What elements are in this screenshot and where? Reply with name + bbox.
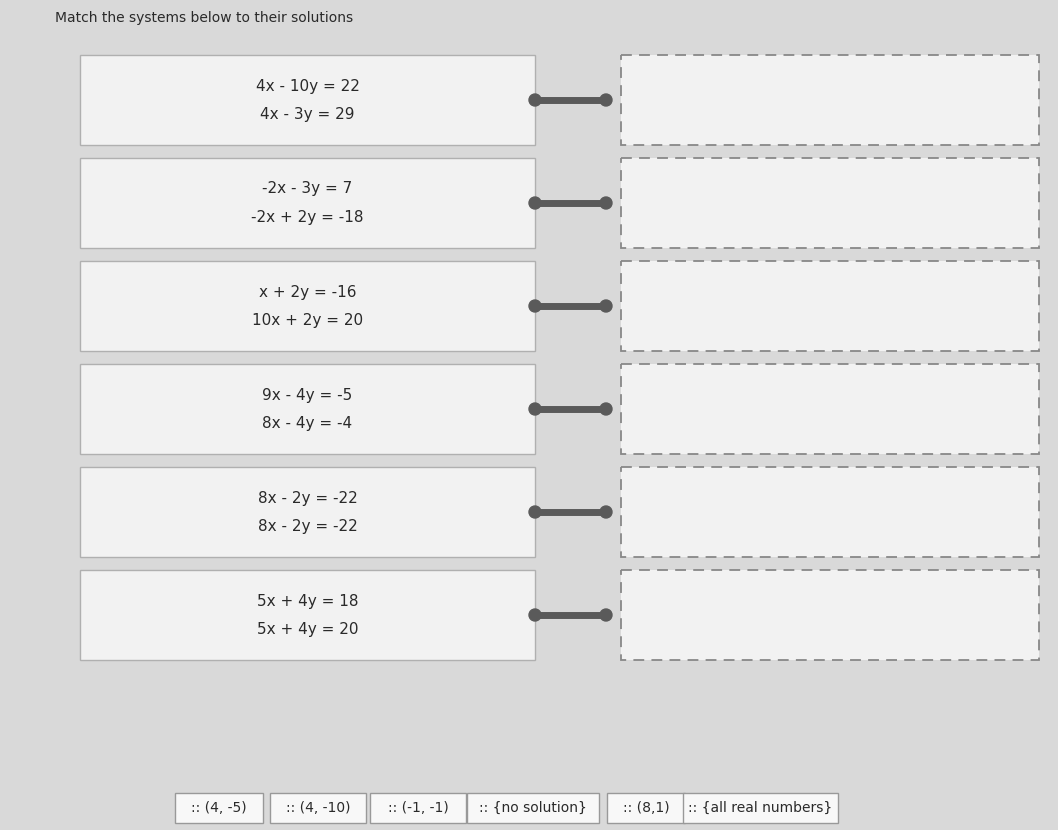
- Circle shape: [529, 609, 541, 621]
- Text: :: {all real numbers}: :: {all real numbers}: [689, 801, 833, 815]
- FancyBboxPatch shape: [467, 793, 599, 823]
- Text: 5x + 4y = 20: 5x + 4y = 20: [257, 622, 359, 637]
- Circle shape: [529, 403, 541, 415]
- FancyBboxPatch shape: [621, 158, 1039, 248]
- Circle shape: [600, 506, 612, 518]
- FancyBboxPatch shape: [621, 261, 1039, 351]
- FancyBboxPatch shape: [80, 158, 535, 248]
- Text: 10x + 2y = 20: 10x + 2y = 20: [252, 313, 363, 328]
- FancyBboxPatch shape: [80, 570, 535, 660]
- Circle shape: [600, 403, 612, 415]
- Text: 4x - 10y = 22: 4x - 10y = 22: [256, 79, 360, 94]
- Circle shape: [600, 94, 612, 106]
- FancyBboxPatch shape: [80, 364, 535, 454]
- FancyBboxPatch shape: [621, 570, 1039, 660]
- Circle shape: [600, 609, 612, 621]
- Text: Match the systems below to their solutions: Match the systems below to their solutio…: [55, 11, 353, 25]
- Text: 8x - 2y = -22: 8x - 2y = -22: [258, 519, 358, 534]
- Circle shape: [529, 94, 541, 106]
- Text: :: {no solution}: :: {no solution}: [479, 801, 587, 815]
- FancyBboxPatch shape: [621, 467, 1039, 557]
- FancyBboxPatch shape: [80, 55, 535, 145]
- Circle shape: [529, 197, 541, 209]
- Text: -2x - 3y = 7: -2x - 3y = 7: [262, 182, 352, 197]
- Text: -2x + 2y = -18: -2x + 2y = -18: [251, 209, 364, 224]
- FancyBboxPatch shape: [370, 793, 466, 823]
- Text: 5x + 4y = 18: 5x + 4y = 18: [257, 593, 359, 608]
- Circle shape: [529, 300, 541, 312]
- Circle shape: [529, 506, 541, 518]
- Text: 8x - 2y = -22: 8x - 2y = -22: [258, 491, 358, 505]
- FancyBboxPatch shape: [607, 793, 685, 823]
- FancyBboxPatch shape: [80, 467, 535, 557]
- FancyBboxPatch shape: [80, 261, 535, 351]
- Text: 9x - 4y = -5: 9x - 4y = -5: [262, 388, 352, 403]
- Text: 8x - 4y = -4: 8x - 4y = -4: [262, 416, 352, 431]
- Text: :: (-1, -1): :: (-1, -1): [387, 801, 449, 815]
- Circle shape: [600, 300, 612, 312]
- FancyBboxPatch shape: [175, 793, 263, 823]
- Text: :: (8,1): :: (8,1): [623, 801, 670, 815]
- Circle shape: [600, 197, 612, 209]
- FancyBboxPatch shape: [270, 793, 366, 823]
- FancyBboxPatch shape: [683, 793, 838, 823]
- FancyBboxPatch shape: [621, 364, 1039, 454]
- Text: x + 2y = -16: x + 2y = -16: [259, 285, 357, 300]
- Text: :: (4, -5): :: (4, -5): [191, 801, 247, 815]
- Text: 4x - 3y = 29: 4x - 3y = 29: [260, 106, 354, 121]
- FancyBboxPatch shape: [621, 55, 1039, 145]
- Text: :: (4, -10): :: (4, -10): [286, 801, 350, 815]
